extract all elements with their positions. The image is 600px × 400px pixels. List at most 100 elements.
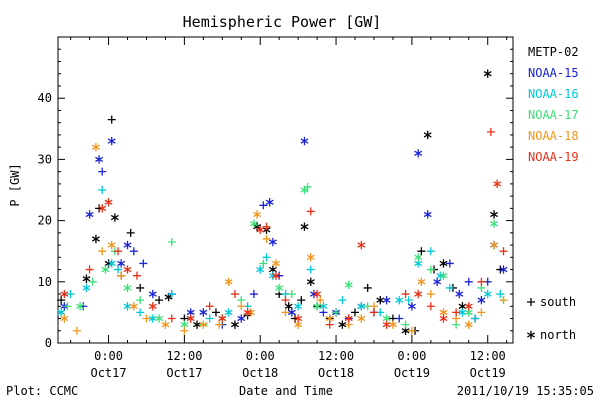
data-point-north: [414, 289, 423, 299]
data-point-south: [426, 302, 435, 311]
data-point-north: [82, 283, 91, 293]
data-point-north: [224, 308, 233, 317]
data-point-south: [139, 259, 148, 268]
data-point-south: [338, 296, 347, 305]
data-point-south: [401, 290, 410, 299]
x-tick-time: 0:00: [397, 349, 426, 363]
data-point-south: [237, 302, 246, 311]
data-point-south: [132, 271, 141, 280]
data-point-south: [230, 290, 239, 299]
data-point-north: [218, 314, 227, 323]
data-point-north: [414, 253, 423, 262]
data-point-south: [136, 296, 145, 305]
data-point-south: [407, 326, 416, 335]
data-point-north: [319, 302, 328, 311]
data-point-south: [63, 302, 72, 311]
data-point-north: [376, 295, 385, 305]
series-noaa-17: [63, 182, 508, 329]
data-point-south: [211, 308, 220, 317]
legend-entry: NOAA-16: [528, 87, 579, 101]
data-point-north: [313, 289, 322, 299]
legend-entry: METP-02: [528, 45, 579, 59]
data-point-north: [123, 240, 132, 250]
data-point-south: [426, 265, 435, 274]
data-point-south: [180, 326, 189, 335]
data-point-south: [499, 247, 508, 256]
data-point-north: [110, 213, 119, 222]
data-point-north: [344, 314, 353, 323]
legend-entry: NOAA-17: [528, 108, 579, 122]
chart-title: Hemispheric Power [GW]: [183, 13, 382, 31]
data-point-north: [483, 289, 492, 299]
data-point-south: [107, 115, 116, 124]
legend-entry: NOAA-19: [528, 150, 579, 164]
data-point-north: [306, 253, 315, 262]
data-point-south: [369, 308, 378, 317]
data-point-north: [104, 259, 113, 268]
legend-marker-label: south: [540, 295, 576, 309]
data-point-north: [268, 237, 277, 247]
data-point-north: [107, 240, 116, 250]
data-point-south: [129, 247, 138, 256]
data-point-south: [262, 234, 271, 243]
data-point-north: [148, 314, 157, 323]
y-tick-label: 30: [38, 152, 52, 166]
data-point-north: [155, 314, 164, 323]
data-point-north: [268, 271, 277, 280]
x-tick-time: 12:00: [166, 349, 202, 363]
x-tick-date: Oct18: [318, 366, 354, 380]
data-point-south: [98, 167, 107, 176]
data-point-north: [253, 222, 262, 231]
data-point-north: [458, 308, 467, 317]
data-point-north: [417, 277, 426, 286]
legend-north-marker: [527, 330, 535, 340]
series-metp-02: [57, 69, 505, 335]
data-point-north: [101, 265, 110, 274]
data-point-north: [107, 136, 116, 146]
data-point-south: [114, 247, 123, 256]
x-tick-time: 0:00: [246, 349, 275, 363]
data-point-north: [117, 259, 126, 268]
data-point-south: [259, 259, 268, 268]
data-point-south: [287, 290, 296, 299]
data-point-north: [306, 277, 315, 286]
x-axis-label: Date and Time: [239, 384, 333, 398]
data-point-south: [117, 271, 126, 280]
data-point-north: [91, 142, 100, 152]
data-point-south: [306, 207, 315, 216]
data-point-south: [303, 182, 312, 191]
data-point-north: [414, 149, 423, 158]
data-point-north: [423, 130, 432, 140]
data-point-north: [490, 240, 499, 250]
data-point-south: [262, 253, 271, 262]
series-noaa-19: [60, 127, 508, 329]
data-point-north: [123, 302, 132, 311]
data-point-north: [98, 204, 107, 213]
data-point-north: [382, 320, 391, 329]
data-point-north: [91, 234, 100, 244]
data-point-north: [287, 308, 296, 317]
data-point-south: [417, 247, 426, 256]
data-point-north: [395, 295, 404, 305]
plot-axes: 0 10 20 30 40 0:00 Oct17 12:00 Oct17 0:00 Oct18 12:…: [38, 36, 514, 380]
data-point-north: [199, 320, 208, 329]
data-point-north: [357, 302, 366, 311]
data-point-north: [439, 314, 448, 323]
data-point-north: [246, 308, 255, 317]
data-point-south: [57, 296, 66, 305]
data-point-north: [129, 302, 138, 311]
y-tick-label: 40: [38, 91, 52, 105]
data-point-south: [445, 259, 454, 268]
x-tick-date: Oct19: [470, 366, 506, 380]
data-point-south: [401, 320, 410, 329]
x-tick-time: 12:00: [470, 349, 506, 363]
timestamp: 2011/10/19 15:35:05: [457, 384, 594, 398]
data-point-south: [262, 222, 271, 231]
legend-marker-label: north: [540, 328, 576, 342]
data-point-south: [499, 296, 508, 305]
data-point-north: [104, 198, 113, 207]
x-tick-date: Oct19: [394, 366, 430, 380]
data-point-south: [85, 265, 94, 274]
y-tick-label: 10: [38, 275, 52, 289]
data-point-north: [76, 302, 85, 311]
